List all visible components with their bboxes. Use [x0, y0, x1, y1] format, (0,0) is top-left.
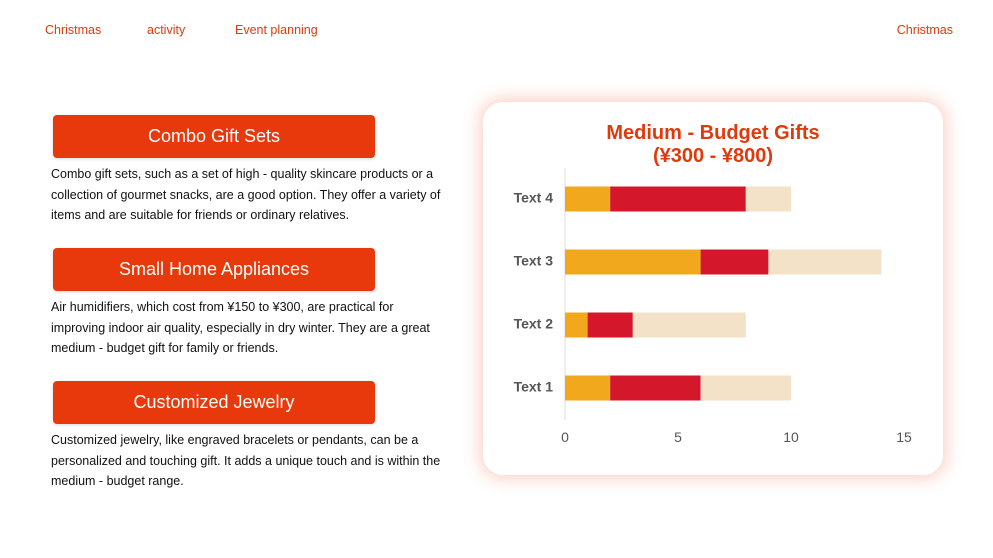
x-tick-label-5: 5 — [674, 429, 682, 445]
bar-text-4-series-2 — [610, 186, 746, 212]
category-label-text-1: Text 1 — [514, 379, 554, 395]
nav-link-christmas[interactable]: Christmas — [45, 23, 102, 37]
combo-gift-sets-header: Combo Gift Sets — [53, 115, 375, 158]
bar-text-1-series-1 — [565, 375, 611, 401]
bar-text-3-series-3 — [768, 249, 882, 275]
chart-title-line-2: (¥300 - ¥800) — [653, 145, 773, 167]
small-home-appliances-header: Small Home Appliances — [53, 248, 375, 291]
category-label-text-3: Text 3 — [514, 253, 554, 269]
chart-card: Medium - Budget Gifts (¥300 - ¥800) Text… — [483, 102, 943, 475]
small-home-appliances-description: Air humidifiers, which cost from ¥150 to… — [51, 300, 430, 355]
category-label-text-4: Text 4 — [514, 190, 554, 206]
nav-link-christmas-right[interactable]: Christmas — [896, 23, 953, 37]
category-label-text-2: Text 2 — [514, 316, 554, 332]
x-tick-label-15: 15 — [896, 429, 912, 445]
customized-jewelry-description: Customized jewelry, like engraved bracel… — [51, 433, 441, 488]
bar-text-1-series-2 — [610, 375, 701, 401]
budget-gifts-chart: Medium - Budget Gifts (¥300 - ¥800) Text… — [514, 122, 912, 445]
x-tick-label-10: 10 — [783, 429, 799, 445]
bar-text-2-series-2 — [587, 312, 633, 338]
bar-text-1-series-3 — [700, 375, 791, 401]
bar-text-4-series-1 — [565, 186, 611, 212]
bar-text-3-series-2 — [700, 249, 769, 275]
bar-text-3-series-1 — [565, 249, 701, 275]
nav-link-event-planning[interactable]: Event planning — [235, 23, 318, 37]
x-tick-label-0: 0 — [561, 429, 569, 445]
bar-text-2-series-3 — [632, 312, 746, 338]
bar-text-2-series-1 — [565, 312, 588, 338]
nav-link-activity[interactable]: activity — [147, 23, 186, 37]
customized-jewelry-header: Customized Jewelry — [53, 381, 375, 424]
bar-text-4-series-3 — [745, 186, 791, 212]
combo-gift-sets-description: Combo gift sets, such as a set of high -… — [51, 167, 441, 222]
chart-title-line-1: Medium - Budget Gifts — [606, 122, 819, 144]
